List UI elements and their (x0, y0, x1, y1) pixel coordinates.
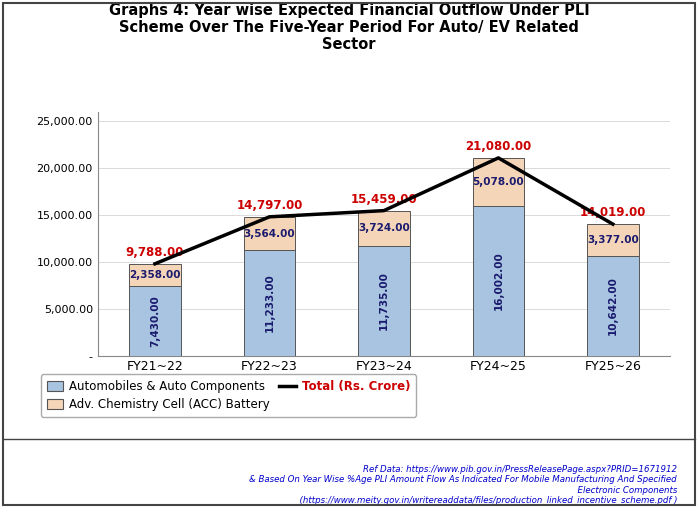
Bar (473, 206, 524, 356)
Text: 10,642.00: 10,642.00 (608, 276, 618, 335)
Bar (244, 217, 295, 250)
Text: 14,019.00: 14,019.00 (579, 206, 646, 219)
Text: 2,358.00: 2,358.00 (129, 270, 181, 280)
Text: Ref Data: https://www.pib.gov.in/PressReleasePage.aspx?PRID=1671912
& Based On Y: Ref Data: https://www.pib.gov.in/PressRe… (249, 465, 677, 505)
Bar (587, 256, 639, 356)
Text: 9,788.00: 9,788.00 (126, 246, 184, 259)
Bar (358, 211, 410, 245)
Text: 11,735.00: 11,735.00 (379, 271, 389, 330)
Bar (129, 286, 181, 356)
Text: 3,377.00: 3,377.00 (587, 235, 639, 245)
Text: Graphs 4: Year wise Expected Financial Outflow Under PLI
Scheme Over The Five-Ye: Graphs 4: Year wise Expected Financial O… (109, 3, 589, 52)
Legend: Automobiles & Auto Components, Adv. Chemistry Cell (ACC) Battery, Total (Rs. Cro: Automobiles & Auto Components, Adv. Chem… (40, 374, 416, 417)
Text: 3,564.00: 3,564.00 (244, 229, 295, 239)
Bar (587, 224, 639, 256)
Bar (129, 264, 181, 286)
Text: 16,002.00: 16,002.00 (493, 251, 503, 310)
Text: 3,724.00: 3,724.00 (358, 223, 410, 233)
Bar (473, 158, 524, 206)
Text: 15,459.00: 15,459.00 (350, 193, 417, 206)
Text: 21,080.00: 21,080.00 (466, 140, 531, 153)
Text: 7,430.00: 7,430.00 (150, 295, 160, 346)
Bar (358, 245, 410, 356)
Text: 11,233.00: 11,233.00 (265, 273, 274, 332)
Bar (244, 250, 295, 356)
Text: 5,078.00: 5,078.00 (473, 177, 524, 187)
Text: 14,797.00: 14,797.00 (236, 199, 303, 212)
